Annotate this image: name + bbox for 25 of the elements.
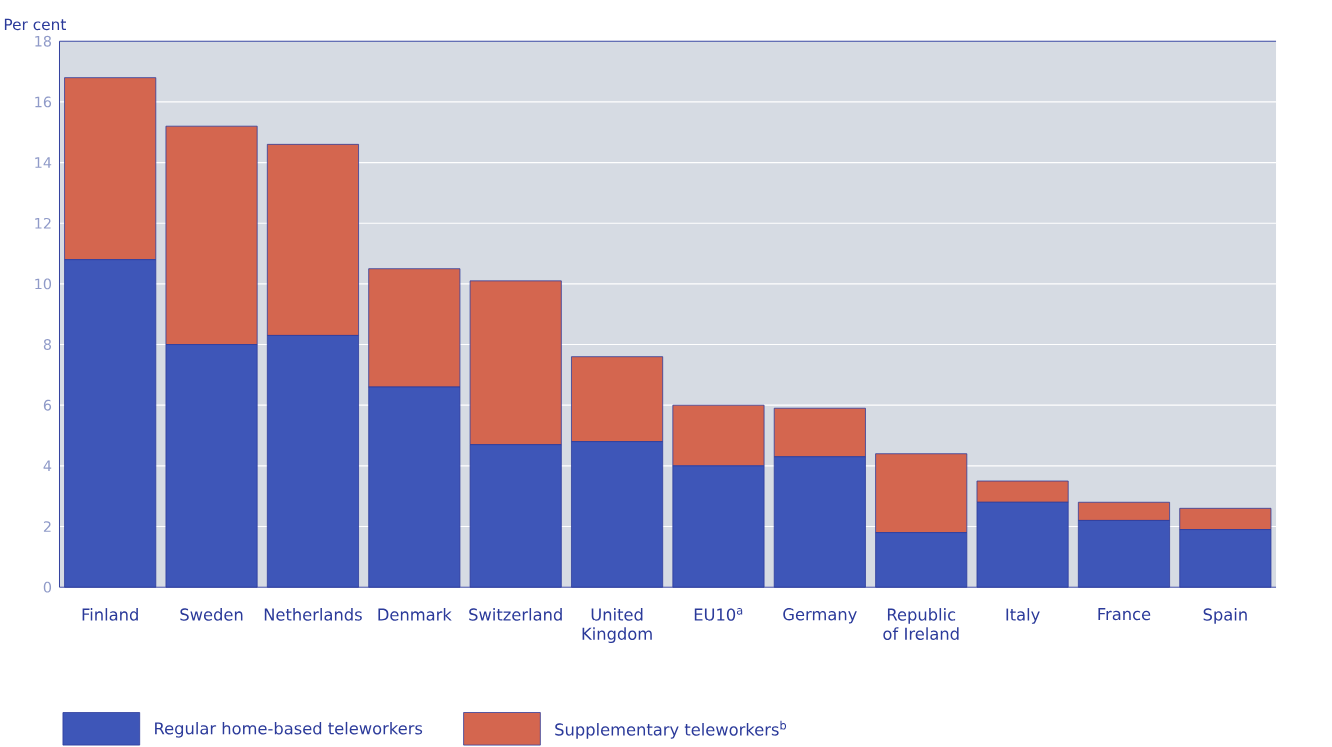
legend-label: Regular home-based teleworkers [155, 721, 423, 738]
y-tick-label: 14 [35, 157, 52, 168]
x-tick-label: EU10$^{a}$ [694, 607, 743, 621]
x-tick-label: Denmark [378, 607, 452, 621]
legend-label: Supplementary teleworkers$^{b}$ [555, 720, 787, 739]
y-tick-label: 6 [43, 399, 52, 411]
y-tick-label: 2 [43, 520, 51, 532]
x-tick-label: Switzerland [469, 607, 562, 621]
x-tick-label: Italy [1006, 607, 1040, 624]
y-tick-label: 4 [43, 460, 52, 471]
x-tick-label: Republic of Ireland [883, 607, 959, 640]
y-axis-title: Per cent [4, 18, 66, 30]
x-tick-label: Sweden [180, 607, 243, 621]
x-tick-label: Finland [82, 607, 138, 621]
y-tick-label: 0 [43, 581, 52, 593]
y-tick-label: 18 [35, 35, 52, 47]
x-tick-label: Netherlands [264, 607, 362, 621]
y-tick-label: 8 [43, 338, 52, 350]
x-tick-label: Germany [783, 607, 857, 624]
y-tick-label: 16 [35, 96, 52, 108]
y-tick-label: 12 [35, 217, 51, 229]
y-tick-label: 10 [35, 278, 52, 290]
x-tick-label: Spain [1203, 607, 1247, 624]
x-tick-label: United Kingdom [582, 607, 652, 643]
x-tick-label: France [1098, 607, 1151, 620]
